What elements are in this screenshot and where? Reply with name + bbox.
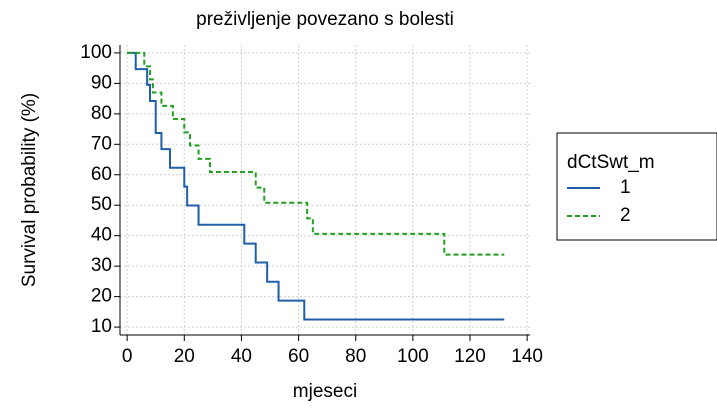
legend-label: 2 [620,205,631,226]
y-tick-label: 30 [91,255,112,276]
y-tick-label: 10 [91,316,112,337]
legend-label: 1 [620,177,631,198]
y-axis-label: Survival probability (%) [19,93,40,287]
x-tick-label: 100 [397,346,429,367]
y-tick-label: 20 [91,286,112,307]
x-tick-label: 20 [174,346,195,367]
x-tick-label: 120 [454,346,486,367]
chart-title: preživljenje povezano s bolesti [196,9,454,30]
y-tick-label: 40 [91,225,112,246]
x-tick-label: 60 [288,346,309,367]
x-tick-label: 140 [511,346,543,367]
legend-title: dCtSwt_m [567,152,655,173]
survival-line [127,51,505,321]
y-tick-label: 80 [91,103,112,124]
y-tick-label: 60 [91,164,112,185]
x-tick-label: 40 [231,346,252,367]
survival-line [127,51,505,256]
x-tick-label: 80 [345,346,366,367]
x-tick-label: 0 [122,346,133,367]
x-axis-label: mjeseci [293,381,357,402]
legend-box [556,132,717,241]
y-tick-label: 100 [80,42,112,63]
y-tick-label: 70 [91,133,112,154]
y-tick-label: 90 [91,72,112,93]
y-tick-label: 50 [91,194,112,215]
